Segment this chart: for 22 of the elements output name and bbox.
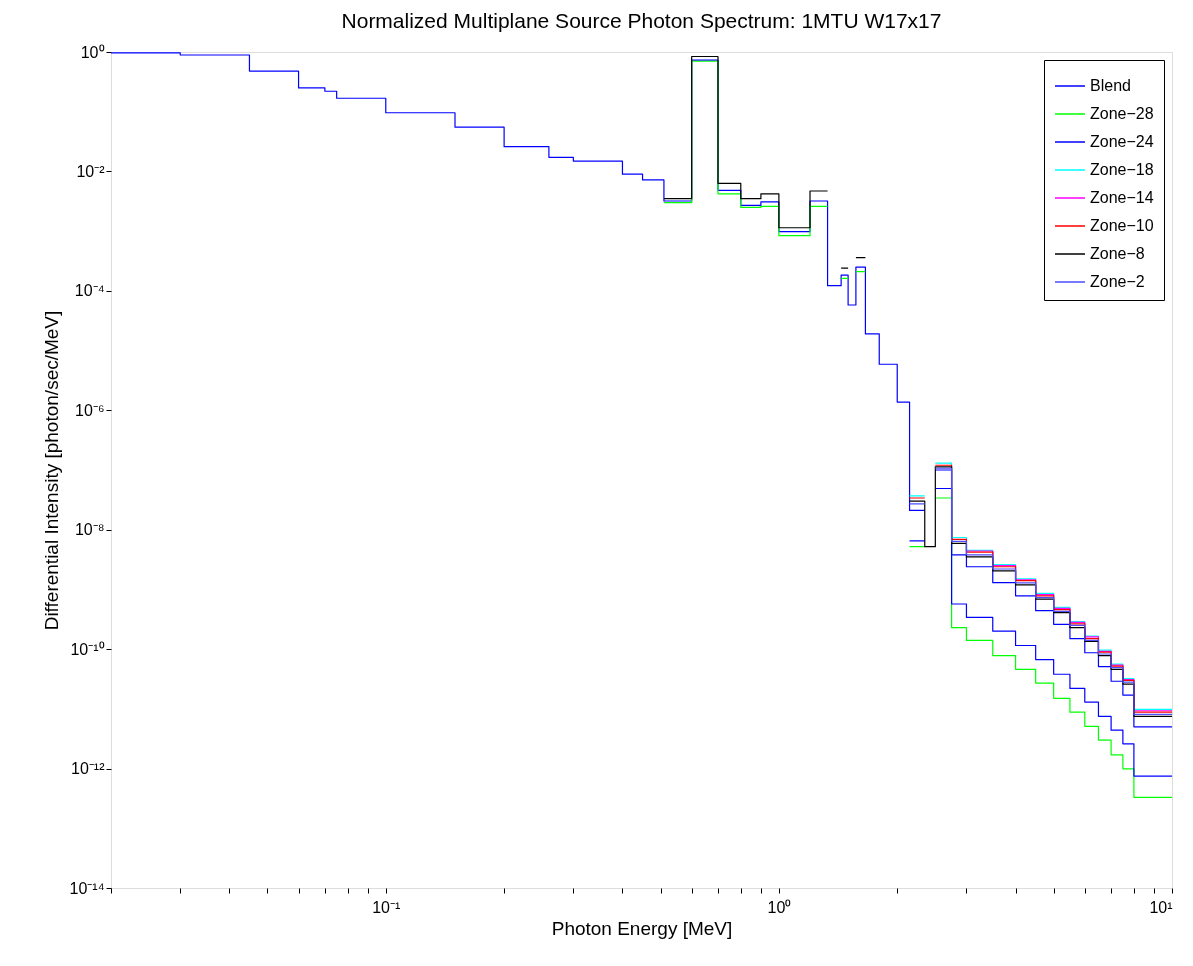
y-tick-label: 10⁻⁶ <box>75 401 105 419</box>
x-axis-title: Photon Energy [MeV] <box>551 917 733 939</box>
legend-label: Zone−2 <box>1090 273 1145 290</box>
y-tick-label: 10⁻¹² <box>71 760 106 778</box>
x-tick-label: 10¹ <box>1149 898 1173 916</box>
y-tick-label: 10⁻² <box>76 162 106 180</box>
y-axis-title: Differential Intensity [photon/sec/MeV] <box>40 310 62 631</box>
legend-label: Zone−8 <box>1090 245 1145 262</box>
legend-label: Zone−24 <box>1090 133 1154 150</box>
x-tick-label: 10⁰ <box>767 898 792 916</box>
legend-label: Blend <box>1090 77 1131 94</box>
legend-label: Zone−18 <box>1090 161 1154 178</box>
y-tick-label: 10⁰ <box>80 43 105 61</box>
y-tick-label: 10⁻⁴ <box>74 282 105 300</box>
y-tick-label: 10⁻⁸ <box>74 521 105 539</box>
y-tick-label: 10⁻¹⁴ <box>69 879 105 897</box>
legend-label: Zone−14 <box>1090 189 1154 206</box>
x-tick-label: 10⁻¹ <box>372 898 401 916</box>
y-tick-label: 10⁻¹⁰ <box>70 640 105 658</box>
legend-label: Zone−10 <box>1090 217 1154 234</box>
chart-title: Normalized Multiplane Source Photon Spectrum: 1MTU W17x17 <box>341 9 942 32</box>
legend-label: Zone−28 <box>1090 105 1154 122</box>
